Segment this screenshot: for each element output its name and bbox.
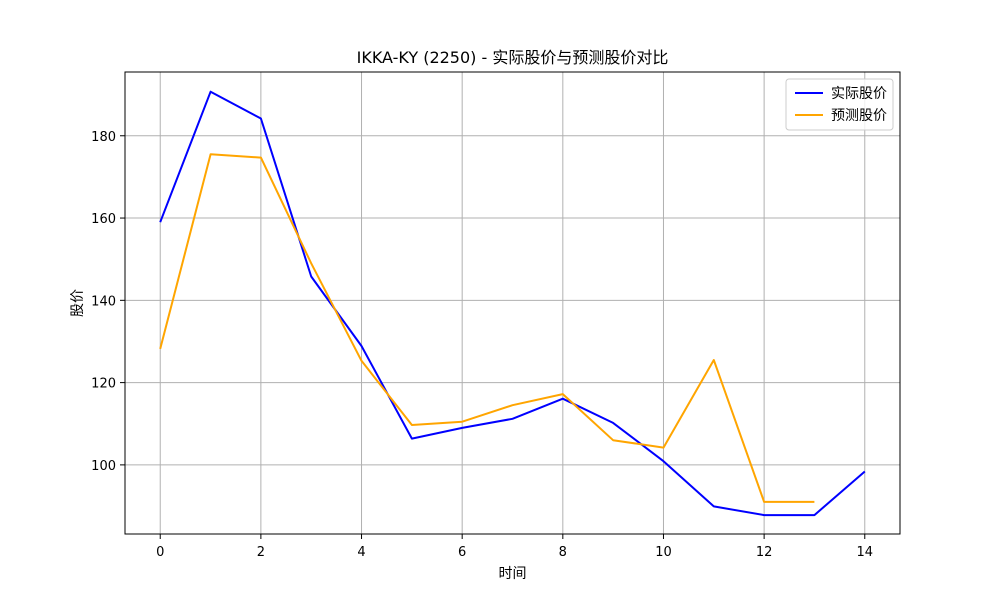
y-axis-label: 股价 (70, 289, 86, 317)
y-tick-label: 100 (91, 459, 116, 474)
chart-title: IKKA-KY (2250) - 实际股价与预测股价对比 (357, 48, 669, 67)
y-tick-label: 140 (91, 294, 116, 309)
legend-label-predicted: 预测股价 (831, 108, 887, 124)
predicted-price-line (159, 153, 815, 503)
y-tick-label: 160 (91, 212, 116, 227)
x-tick-label: 12 (756, 545, 773, 560)
x-axis-label: 时间 (499, 566, 527, 582)
y-tick-label: 180 (91, 130, 116, 145)
legend-box (785, 78, 894, 131)
legend: 实际股价 预测股价 (785, 78, 894, 131)
x-tick-label: 0 (156, 545, 164, 560)
plot-frame (124, 71, 901, 535)
x-tick-label: 2 (257, 545, 265, 560)
x-tick-label: 8 (559, 545, 567, 560)
axis-ticks: 0 2 4 6 8 10 12 14 100 120 140 160 180 (91, 130, 873, 560)
grid (125, 72, 900, 534)
legend-label-actual: 实际股价 (831, 86, 887, 102)
x-tick-label: 10 (655, 545, 672, 560)
series-lines (159, 90, 866, 517)
x-tick-label: 14 (856, 545, 873, 560)
y-tick-label: 120 (91, 377, 116, 392)
x-tick-label: 6 (458, 545, 466, 560)
actual-price-line (159, 90, 866, 517)
x-tick-label: 4 (357, 545, 365, 560)
